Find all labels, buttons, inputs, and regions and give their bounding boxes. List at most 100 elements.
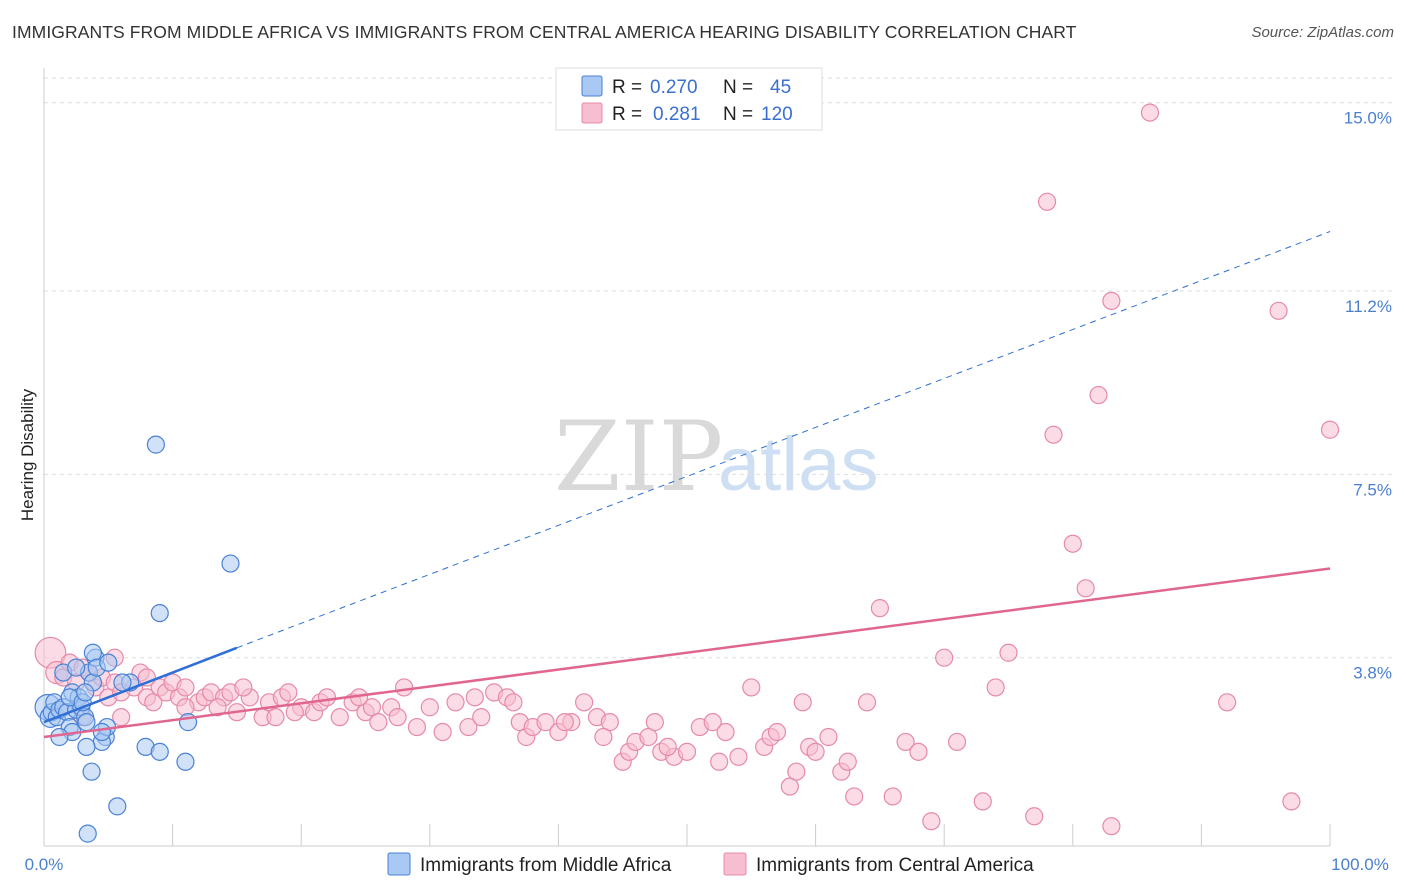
watermark: ZIP atlas — [554, 401, 879, 513]
point-central-america — [896, 732, 915, 752]
point-central-america — [703, 713, 722, 732]
trend-lines — [43, 231, 1331, 739]
point-central-america — [394, 678, 414, 697]
point-central-america — [112, 708, 131, 727]
point-central-america — [729, 747, 748, 766]
point-middle-africa — [82, 762, 101, 781]
point-central-america — [536, 713, 555, 732]
point-central-america — [845, 787, 864, 806]
point-central-america — [472, 708, 491, 727]
y-tick-labels: 3.8% 7.5% 11.2% 15.0% — [1344, 109, 1392, 683]
point-middle-africa — [78, 824, 97, 843]
point-central-america — [806, 742, 825, 761]
point-central-america — [973, 792, 992, 811]
point-central-america — [1037, 192, 1057, 211]
point-central-america — [266, 708, 285, 727]
point-middle-africa — [150, 742, 169, 761]
point-central-america — [935, 648, 954, 667]
point-central-america — [317, 688, 337, 707]
legend-n-label-1: N = — [723, 77, 753, 98]
point-central-america — [883, 787, 902, 806]
point-central-america — [870, 599, 890, 618]
bottom-legend-label-middle-africa: Immigrants from Middle Africa — [420, 855, 672, 876]
point-central-america — [459, 717, 478, 737]
x-tick-label-100: 100.0% — [1331, 855, 1389, 874]
point-central-america — [838, 752, 857, 771]
point-central-america — [1063, 534, 1082, 553]
chart-title: IMMIGRANTS FROM MIDDLE AFRICA VS IMMIGRA… — [12, 22, 1077, 42]
point-central-america — [787, 762, 806, 781]
point-central-america — [176, 678, 195, 697]
point-central-america — [922, 812, 941, 831]
y-tick-label: 7.5% — [1353, 480, 1392, 499]
trend-line-middle-africa-extension — [236, 231, 1331, 649]
point-central-america — [1044, 425, 1063, 444]
point-central-america — [330, 708, 349, 727]
point-central-america — [986, 678, 1005, 697]
point-middle-africa — [67, 658, 86, 677]
point-central-america — [407, 717, 427, 737]
point-central-america — [176, 698, 195, 717]
point-central-america — [234, 678, 253, 697]
source-label: Source: ZipAtlas.com — [1251, 24, 1394, 41]
point-central-america — [1076, 579, 1095, 598]
legend-n-value-1: 45 — [770, 77, 791, 98]
point-central-america — [555, 713, 574, 732]
point-central-america — [1320, 420, 1340, 439]
bottom-legend-swatch-middle-africa — [387, 852, 411, 876]
point-central-america — [716, 722, 735, 742]
point-central-america — [465, 688, 484, 707]
point-middle-africa — [77, 737, 96, 756]
series-central-america-points — [34, 103, 1340, 836]
point-middle-africa — [108, 797, 127, 816]
point-central-america — [742, 678, 761, 697]
point-middle-africa — [99, 653, 118, 672]
point-central-america — [1102, 291, 1121, 311]
point-central-america — [504, 693, 523, 712]
x-tick-label-0: 0.0% — [25, 855, 64, 874]
point-central-america — [1218, 693, 1237, 712]
point-middle-africa — [150, 603, 169, 623]
point-central-america — [819, 727, 838, 747]
point-central-america — [433, 722, 452, 742]
point-middle-africa — [76, 683, 95, 702]
point-central-america — [594, 727, 613, 747]
legend-r-label-2: R = — [612, 104, 642, 125]
point-middle-africa — [176, 752, 195, 771]
legend-r-label-1: R = — [612, 77, 642, 98]
point-central-america — [909, 742, 928, 761]
legend-n-label-2: N = — [723, 104, 753, 125]
watermark-zip: ZIP — [554, 401, 723, 513]
legend-r-value-2: 0.281 — [653, 104, 701, 125]
point-central-america — [446, 693, 465, 712]
legend-r-value-1: 0.270 — [650, 77, 698, 98]
series-middle-africa-points — [34, 435, 240, 843]
point-central-america — [420, 698, 439, 717]
watermark-atlas: atlas — [718, 422, 879, 507]
point-central-america — [857, 693, 877, 712]
point-central-america — [793, 693, 812, 712]
legend-swatch-middle-africa — [581, 75, 603, 97]
point-middle-africa — [83, 643, 102, 662]
point-middle-africa — [221, 554, 240, 573]
bottom-legend-label-central-america: Immigrants from Central America — [756, 855, 1034, 876]
trend-line-central-america — [43, 567, 1331, 739]
trend-line-middle-africa — [43, 646, 238, 724]
point-central-america — [369, 713, 388, 732]
legend-swatch-central-america — [581, 102, 603, 124]
point-central-america — [1025, 807, 1044, 826]
point-central-america — [575, 693, 594, 712]
x-ticks — [43, 824, 1331, 846]
point-central-america — [1089, 385, 1108, 405]
grid — [44, 77, 1392, 659]
point-central-america — [1102, 817, 1121, 836]
point-central-america — [947, 732, 967, 752]
point-central-america — [767, 722, 787, 742]
legend: R = 0.270 N = 45 R = 0.281 N = 120 — [555, 67, 823, 131]
point-middle-africa — [146, 435, 165, 454]
point-central-america — [279, 683, 298, 702]
point-central-america — [710, 752, 729, 771]
legend-n-value-2: 120 — [761, 104, 793, 125]
point-central-america — [285, 703, 304, 722]
